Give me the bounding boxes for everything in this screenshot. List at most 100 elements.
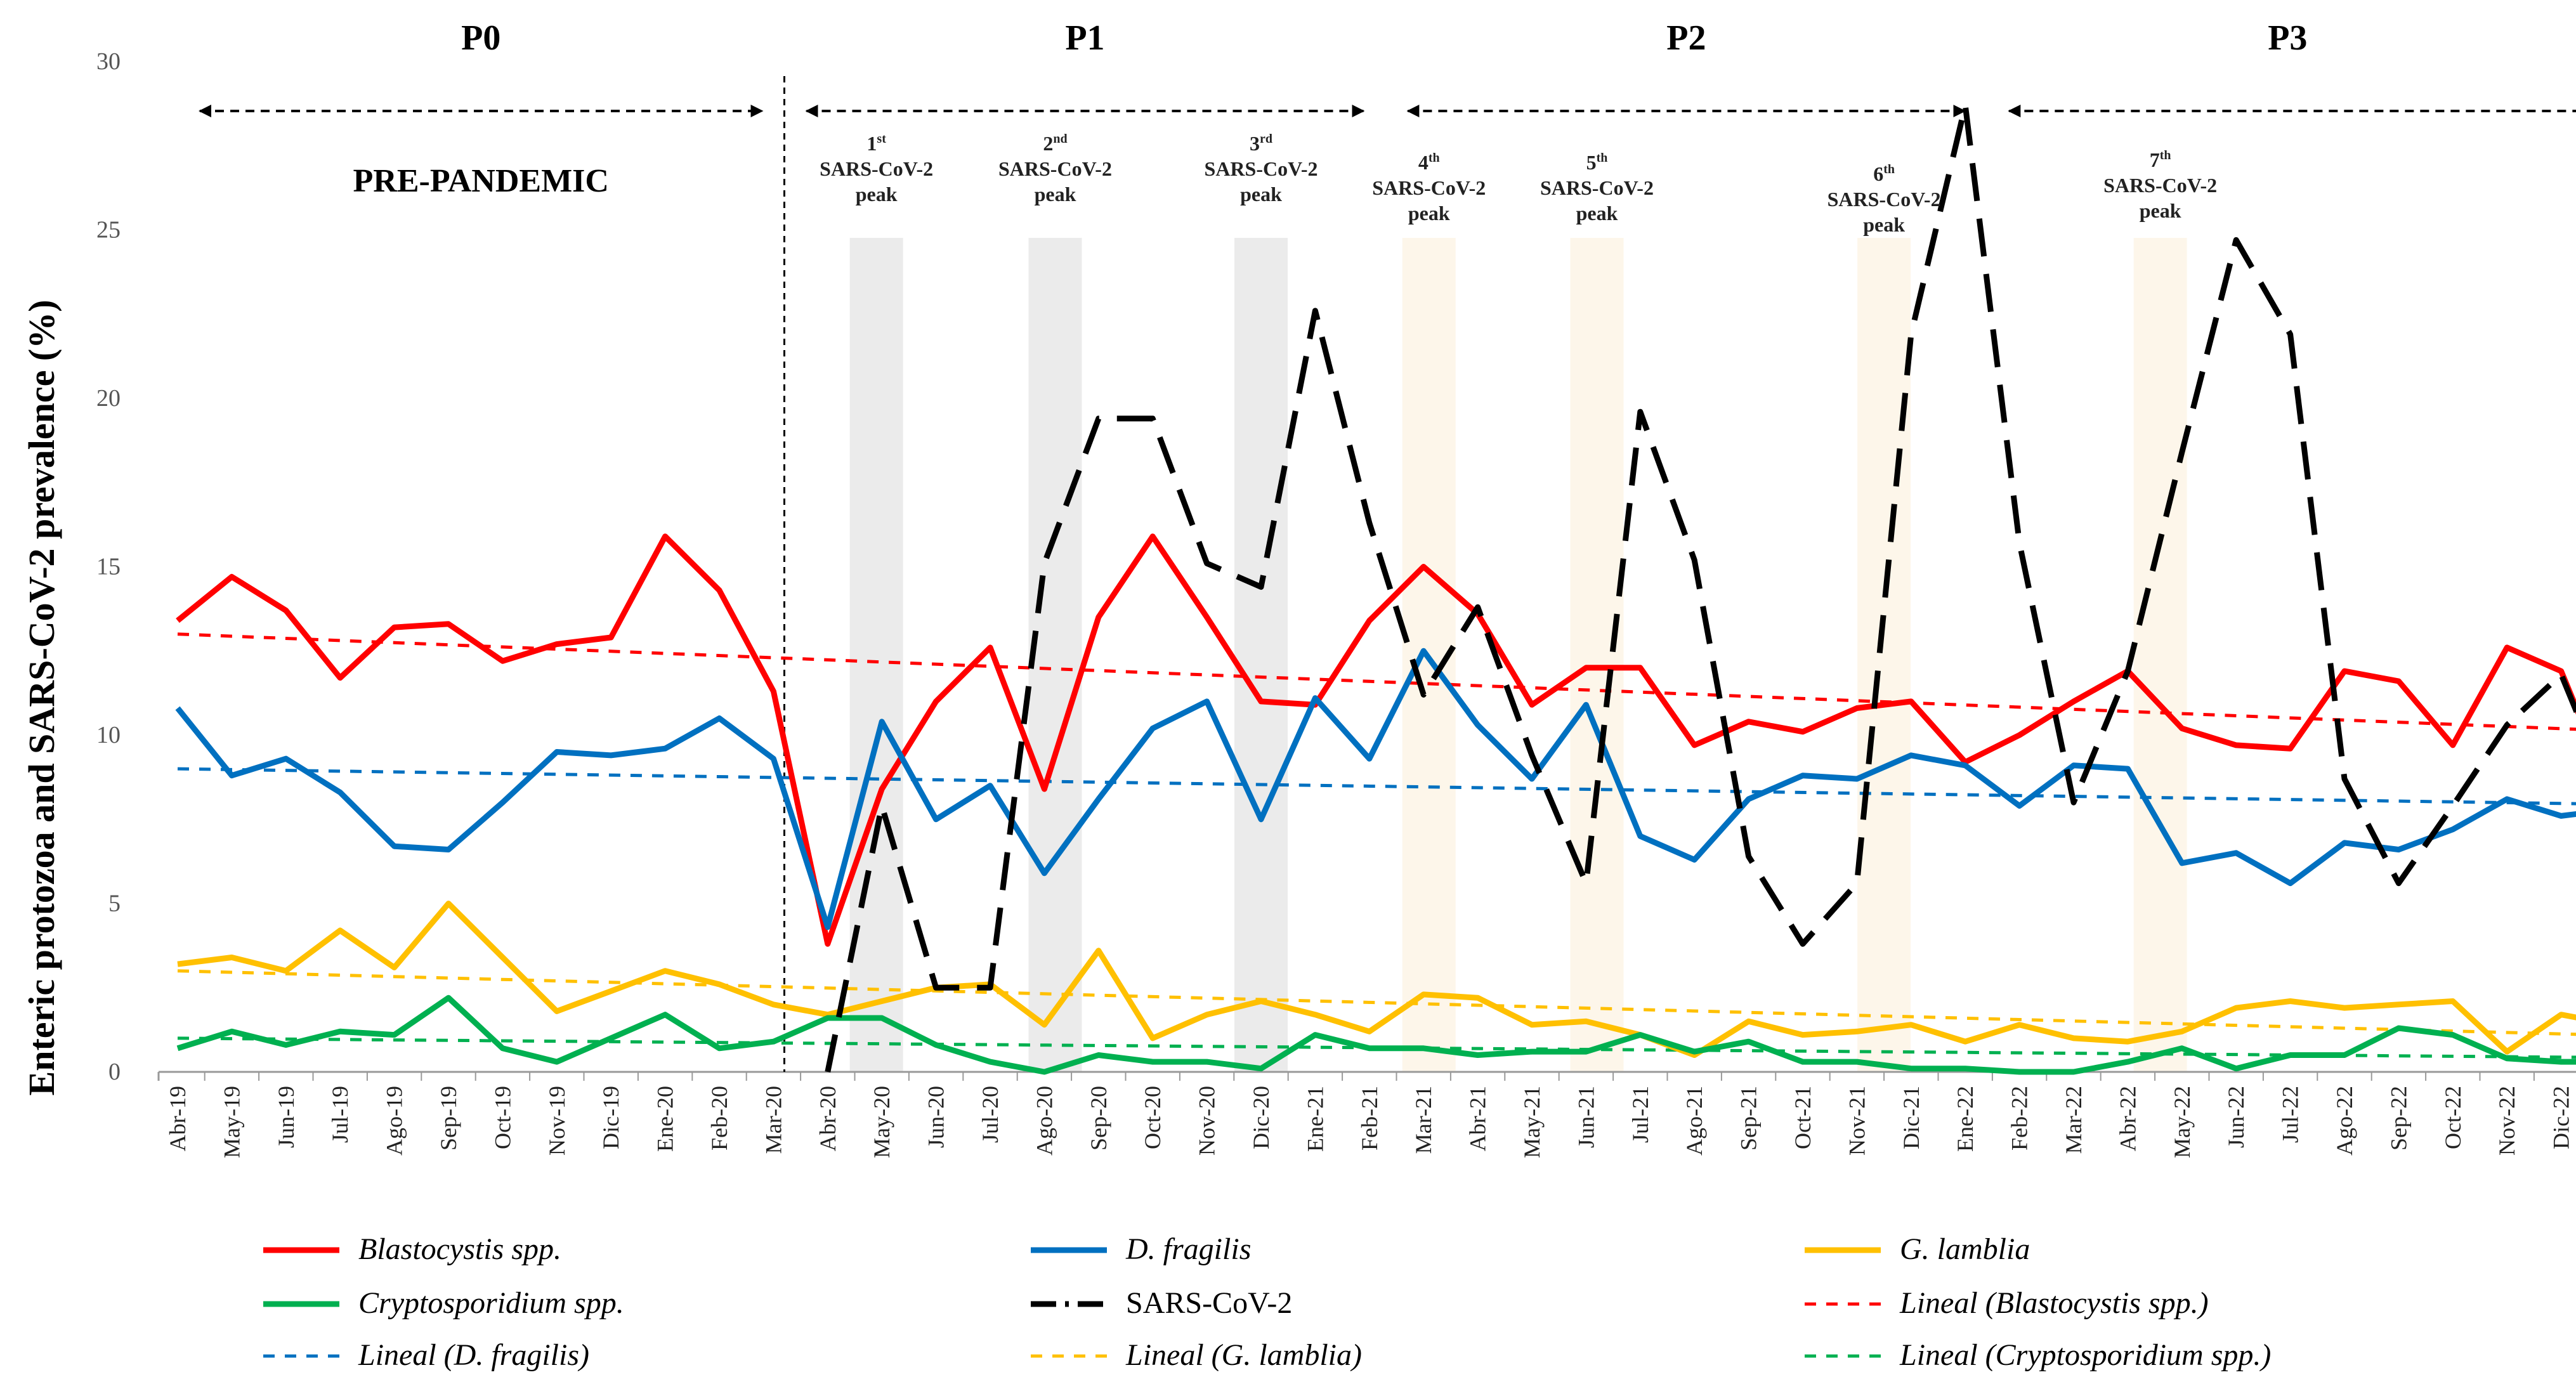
x-tick-label: Ene-22	[1952, 1086, 1978, 1152]
data-point	[1856, 1031, 1857, 1032]
data-point	[665, 536, 666, 537]
data-point	[2073, 701, 2074, 702]
data-point	[2127, 670, 2128, 672]
data-point	[448, 849, 449, 851]
peak-label-line1: SARS-CoV-2	[998, 157, 1112, 180]
y-tick-label: 5	[108, 890, 121, 917]
data-point	[2506, 799, 2507, 800]
data-point	[827, 927, 828, 928]
data-point	[1640, 1034, 1641, 1036]
data-point	[1856, 778, 1857, 780]
peak-ordinal-suffix: th	[1429, 151, 1440, 165]
series-blastocystis-spp	[176, 533, 2576, 947]
data-point	[1477, 1054, 1479, 1055]
legend-label: Lineal (Blastocystis spp.)	[1899, 1286, 2209, 1320]
data-point	[1640, 835, 1641, 837]
data-point	[1856, 1061, 1857, 1062]
peak-ordinal-1: 1st	[866, 132, 886, 155]
x-tick-label: Sep-22	[2386, 1086, 2411, 1151]
data-point	[1369, 620, 1370, 621]
data-point	[2181, 727, 2183, 729]
peak-ordinal-3: 3rd	[1250, 132, 1272, 155]
data-point	[1423, 650, 1424, 651]
data-point	[1206, 701, 1208, 702]
x-tick-label: May-20	[869, 1086, 894, 1158]
y-tick-label: 15	[96, 554, 121, 580]
data-point	[394, 845, 395, 847]
peak-band-1	[849, 238, 903, 1072]
data-point	[1802, 775, 1803, 776]
x-tick-label: Sep-19	[436, 1086, 461, 1151]
x-tick-label: Feb-22	[2007, 1086, 2032, 1151]
data-point	[2561, 1061, 2562, 1062]
data-point	[881, 1000, 882, 1001]
series-line-cryptosporidium-spp	[176, 995, 2576, 1075]
legend-label: Lineal (G. lamblia)	[1125, 1338, 1362, 1372]
data-point	[1314, 1014, 1316, 1015]
y-tick-label: 20	[96, 385, 121, 412]
data-point	[1694, 1054, 1695, 1055]
data-point	[556, 752, 558, 753]
legend: Blastocystis spp. D. fragilis G. lamblia Cr…	[263, 1232, 2271, 1372]
data-point	[394, 1034, 395, 1036]
data-point	[2073, 1038, 2074, 1039]
series-line-sars-cov-2	[825, 102, 2576, 1073]
peak-ordinal-suffix: th	[2160, 148, 2171, 162]
data-point	[2452, 829, 2454, 830]
peak-ordinal-5: 5th	[1586, 151, 1608, 174]
x-tick-label: Nov-20	[1194, 1086, 1220, 1156]
data-point	[2561, 670, 2562, 672]
data-point	[1369, 1031, 1370, 1032]
legend-item: Lineal (D. fragilis)	[263, 1338, 589, 1372]
data-point	[1531, 778, 1533, 780]
legend-label: SARS-CoV-2	[1126, 1286, 1292, 1320]
data-point	[1856, 708, 1857, 709]
peak-label-line1: SARS-CoV-2	[2103, 174, 2217, 197]
data-point	[1585, 1051, 1586, 1052]
data-point	[2019, 1071, 2020, 1073]
data-point	[1423, 1048, 1424, 1049]
x-tick-label: Feb-20	[707, 1086, 732, 1151]
data-point	[1748, 1041, 1749, 1042]
data-point	[990, 647, 991, 648]
x-tick-label: Ago-21	[1682, 1086, 1707, 1156]
data-point	[1477, 724, 1479, 726]
x-tick-label: Ago-19	[382, 1086, 407, 1156]
x-tick-label: Oct-21	[1790, 1086, 1815, 1149]
data-point	[1802, 1061, 1803, 1062]
data-point	[2127, 768, 2128, 769]
data-point	[1260, 819, 1262, 820]
peak-label-line2: peak	[1863, 213, 1905, 236]
tick-labels: 0 5 10 15 20 25 30 Abr-19 May-19 Jun-19 Jul-19 Ago-…	[96, 48, 2574, 1158]
data-point	[1531, 1051, 1533, 1052]
data-point	[1098, 418, 1099, 419]
peak-label-line2: peak	[856, 183, 898, 205]
series-line-g-lamblia	[177, 901, 2576, 1058]
series-g-lamblia	[177, 901, 2576, 1058]
data-point	[881, 806, 882, 807]
data-point	[2452, 1034, 2454, 1036]
data-point	[177, 708, 178, 709]
data-point	[2235, 1007, 2237, 1008]
data-point	[1206, 616, 1208, 618]
data-point	[773, 691, 774, 692]
data-point	[2290, 883, 2291, 884]
data-point	[1314, 1034, 1316, 1036]
data-point	[231, 576, 232, 577]
peak-label-line2: peak	[1240, 183, 1282, 205]
peak-shades	[849, 238, 2187, 1072]
data-point	[2181, 1048, 2183, 1049]
data-point	[285, 970, 287, 972]
data-point	[1802, 943, 1803, 944]
series-line-blastocystis-spp	[176, 533, 2576, 947]
x-tick-label: Nov-21	[1844, 1086, 1869, 1156]
legend-item: Lineal (Cryptosporidium spp.)	[1805, 1338, 2271, 1372]
data-point	[2398, 883, 2399, 884]
data-point	[1206, 1061, 1208, 1062]
data-point	[719, 590, 720, 591]
data-point	[2019, 1024, 2020, 1026]
data-point	[2181, 1031, 2183, 1032]
data-point	[2290, 1054, 2291, 1055]
data-point	[1152, 727, 1153, 729]
data-point	[2452, 806, 2454, 807]
